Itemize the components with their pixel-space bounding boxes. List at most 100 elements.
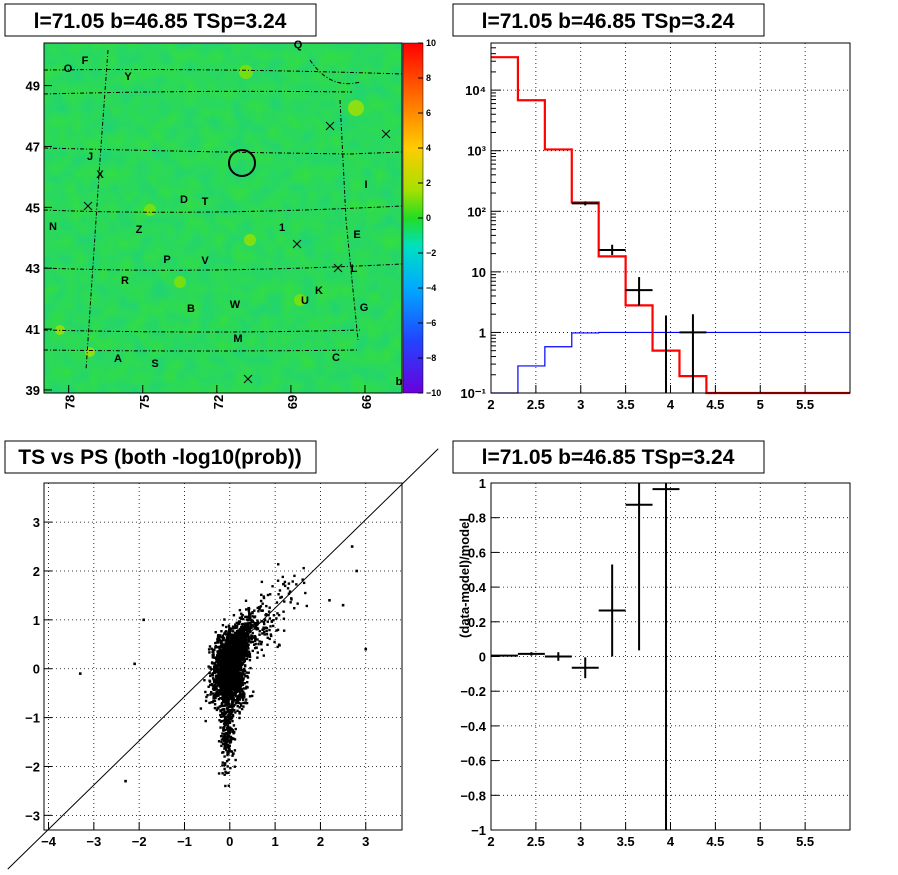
scatter-point — [227, 752, 230, 755]
y-tick-label: 10⁻¹ — [460, 386, 486, 401]
scatter-point — [219, 713, 222, 717]
scatter-x-axis: −4 −3 −2 −1 0 1 2 3 — [41, 822, 369, 849]
scatter-point — [258, 606, 262, 609]
scatter-point — [225, 702, 229, 705]
scatter-point — [233, 637, 237, 640]
scatter-point — [254, 627, 257, 630]
scatter-point — [243, 624, 246, 627]
scatter-point — [222, 651, 226, 655]
scatter-point — [301, 578, 304, 581]
scatter-point — [271, 585, 274, 588]
scatter-point — [223, 763, 226, 767]
scatter-point — [214, 696, 217, 700]
scatter-point — [239, 673, 242, 677]
y-tick-label: −0.2 — [460, 684, 486, 699]
scatter-point — [228, 735, 231, 739]
scatter-point — [328, 598, 331, 602]
scatter-point — [228, 721, 232, 725]
x-tick-label: 72 — [211, 395, 226, 409]
scatter-point — [242, 692, 246, 695]
scatter-point — [229, 735, 233, 739]
scatter-point — [229, 739, 232, 742]
scatter-point — [223, 632, 226, 635]
tile-label: W — [230, 299, 241, 311]
residual-point — [491, 654, 518, 657]
y-tick-label: 2 — [33, 564, 40, 579]
spectrum-title-box — [452, 3, 765, 37]
x-tick-label: 5 — [757, 834, 764, 849]
scatter-point — [210, 647, 213, 650]
y-tick-label: 47 — [26, 139, 40, 154]
tile-label: D — [180, 194, 188, 206]
scatter-point — [248, 615, 251, 618]
scatter-point — [227, 645, 230, 648]
scatter-point — [239, 635, 243, 639]
scatter-point — [262, 654, 266, 657]
scatter-point — [256, 651, 259, 654]
scatter-point — [230, 662, 234, 666]
tile-label: R — [121, 275, 129, 287]
sky-map-cross-markers — [83, 121, 391, 384]
scatter-point — [227, 719, 230, 722]
scatter-point — [238, 656, 241, 659]
scatter-point — [234, 652, 238, 655]
scatter-point — [245, 654, 248, 658]
colorbar-axis: 10 8 6 4 2 0 −2 −4 −6 −8 −10 — [418, 38, 441, 398]
scatter-point — [239, 632, 242, 636]
scatter-point — [208, 651, 211, 654]
scatter-point — [252, 690, 255, 693]
scatter-point — [275, 617, 278, 620]
scatter-point — [305, 604, 309, 608]
scatter-point — [282, 629, 286, 632]
scatter-point — [250, 620, 254, 623]
scatter-point — [217, 672, 220, 675]
scatter-point — [224, 631, 227, 634]
scatter-point — [231, 737, 235, 740]
scatter-point — [256, 638, 259, 641]
colorbar-tick-label: −2 — [426, 248, 436, 258]
scatter-point — [293, 574, 296, 578]
scatter-point — [220, 644, 224, 648]
y-tick-label: 41 — [26, 322, 40, 337]
scatter-point — [257, 642, 260, 646]
scatter-point — [236, 704, 239, 708]
scatter-point — [242, 642, 245, 646]
scatter-point — [240, 690, 244, 693]
scatter-point — [214, 661, 217, 665]
x-tick-label: 3.5 — [617, 397, 635, 412]
scatter-point — [215, 691, 218, 694]
scatter-point — [215, 668, 218, 671]
scatter-point — [218, 657, 222, 661]
scatter-point — [246, 627, 249, 630]
scatter-point — [229, 637, 232, 640]
y-tick-label: 49 — [26, 79, 40, 94]
scatter-point — [229, 649, 232, 652]
scatter-point — [210, 701, 213, 704]
scatter-point — [236, 681, 240, 685]
scatter-point — [232, 724, 236, 727]
scatter-frame — [43, 482, 403, 831]
scatter-point — [222, 742, 226, 746]
x-tick-label: 2 — [317, 834, 324, 849]
x-tick-label: 2 — [487, 397, 494, 412]
scatter-point — [212, 695, 215, 698]
scatter-point — [214, 681, 217, 684]
scatter-point — [236, 644, 240, 647]
scatter-point — [217, 663, 221, 666]
tile-label: C — [332, 352, 340, 364]
scatter-point — [248, 658, 252, 662]
scatter-point — [217, 664, 221, 668]
scatter-point — [233, 765, 236, 768]
scatter-point — [227, 624, 231, 627]
scatter-point — [234, 662, 237, 665]
scatter-point — [280, 595, 283, 599]
scatter-point — [221, 715, 225, 718]
scatter-point — [238, 661, 241, 664]
scatter-point — [276, 579, 280, 582]
scatter-point — [227, 771, 230, 775]
scatter-point — [217, 656, 220, 659]
scatter-point — [239, 684, 242, 688]
scatter-point — [258, 607, 261, 611]
scatter-point — [240, 707, 244, 711]
scatter-point — [221, 638, 225, 641]
